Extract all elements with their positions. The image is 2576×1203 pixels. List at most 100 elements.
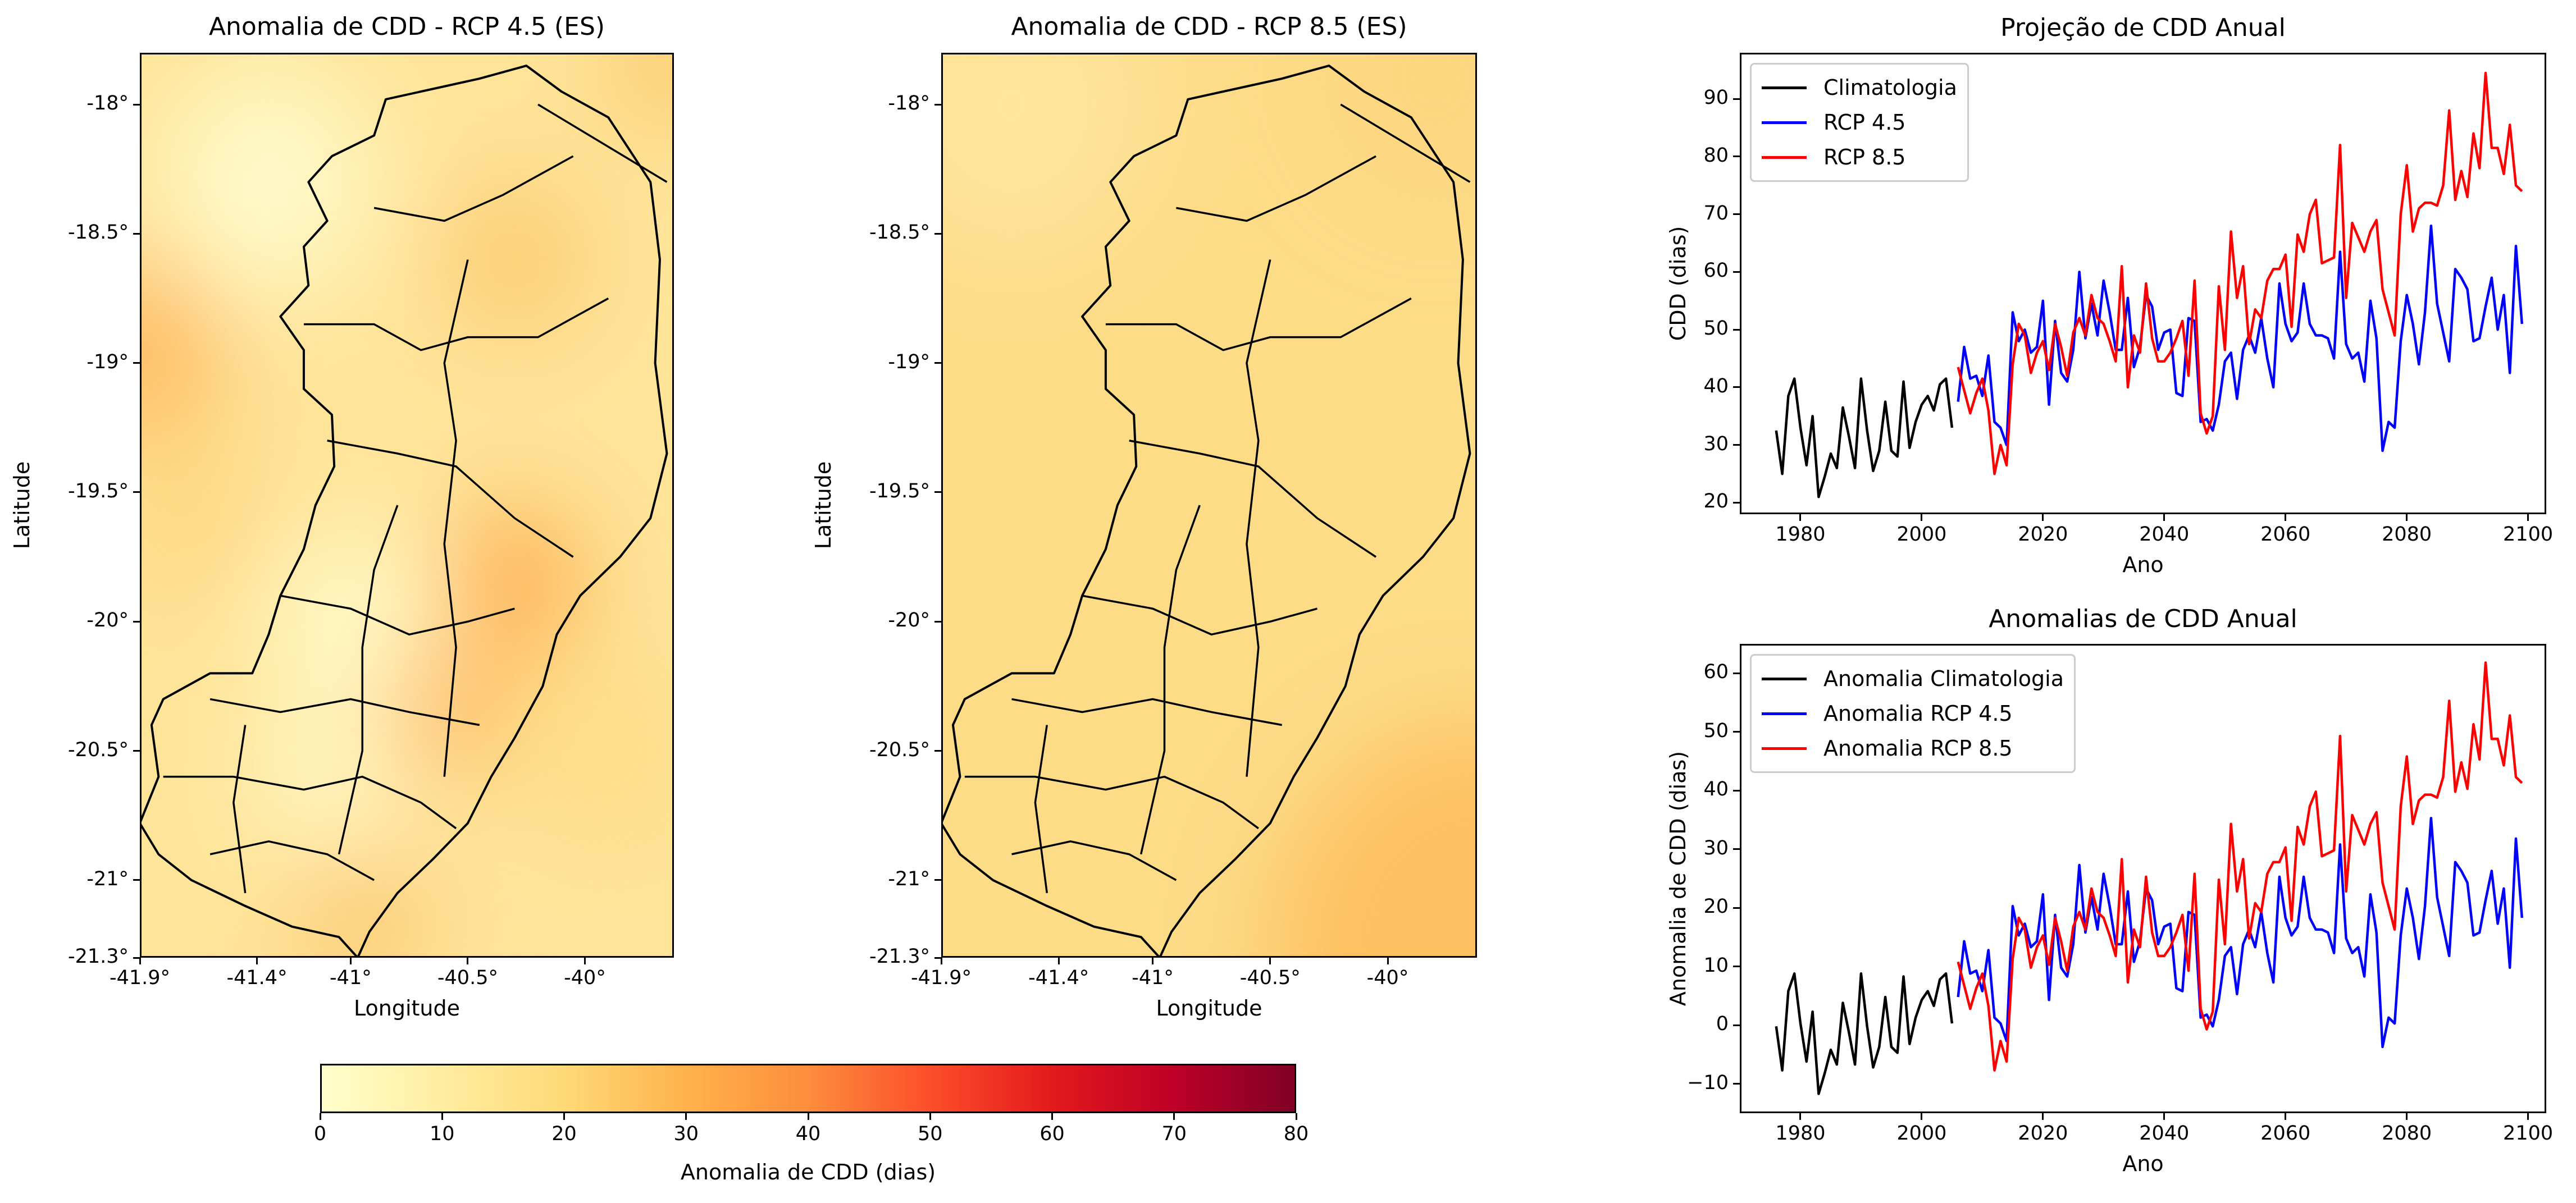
x-tick-mark [1269,958,1271,964]
y-tick-mark [1733,155,1740,158]
plot-area [1740,644,2546,1113]
y-tick-label: -19° [86,350,129,373]
municipality-boundary [964,775,1259,830]
colorbar-tick-label: 70 [1161,1123,1187,1145]
map-axes [58,1,726,984]
series-line-rcp-8-5 [1957,71,2523,475]
colorbar-tick-mark [1173,1113,1175,1120]
series-line-anomalia-rcp-4-5 [1957,817,2524,1049]
y-tick-mark [1733,672,1740,674]
legend-swatch [1762,677,1807,680]
legend-item: Anomalia RCP 4.5 [1762,696,2064,731]
x-tick-mark [2406,1113,2408,1120]
x-tick-mark [1799,1113,1802,1120]
y-tick-label: 70 [1703,202,1729,225]
x-tick-label: -41.4° [1028,967,1089,989]
state-boundary [940,65,1471,959]
x-tick-mark [2042,1113,2044,1120]
municipality-boundary [1139,505,1201,855]
series-line-climatologia [1775,377,1954,498]
municipality-boundary [209,698,480,726]
y-tick-label: 60 [1703,259,1729,282]
x-tick-label: 1980 [1775,523,1826,546]
y-tick-label: 30 [1703,836,1729,859]
legend-label: RCP 4.5 [1823,110,1906,135]
y-tick-label: -21° [86,867,129,890]
colorbar-tick-mark [807,1113,809,1120]
y-axis-label: CDD (dias) [1666,226,1690,341]
y-tick-mark [133,879,140,881]
x-tick-label: 2020 [2018,1122,2068,1145]
y-tick-label: 50 [1703,317,1729,340]
y-tick-mark [934,232,941,235]
plot-area [1740,53,2546,514]
y-tick-mark [1733,966,1740,968]
colorbar-tick-mark [685,1113,687,1120]
x-tick-mark [256,958,258,964]
chart-title: Projeção de CDD Anual [2000,13,2286,42]
y-tick-label: 40 [1703,778,1729,801]
heatmap-region [444,505,585,661]
legend-item: Climatologia [1762,70,1957,105]
legend-swatch [1762,712,1807,715]
colorbar-tick-label: 0 [313,1123,327,1145]
municipality-boundary [1082,594,1317,636]
plot-svg [1740,644,2546,1113]
y-tick-label: -19° [888,350,930,373]
x-tick-mark [2285,1113,2287,1120]
x-tick-label: -41.4° [226,967,288,989]
y-axis-label: Anomalia de CDD (dias) [1666,751,1690,1007]
x-axis-label: Ano [2122,552,2164,577]
municipality-boundary [327,440,574,558]
legend-item: Anomalia Climatologia [1762,661,2064,696]
colorbar-tick-label: 20 [551,1123,577,1145]
y-tick-mark [934,362,941,364]
heatmap-region [303,854,421,984]
colorbar-tick-mark [319,1113,321,1120]
y-tick-label: −10 [1687,1071,1729,1094]
y-tick-mark [1733,1083,1740,1085]
x-tick-mark [1921,1113,1923,1120]
y-tick-mark [1733,328,1740,331]
colorbar-tick-mark [929,1113,931,1120]
y-tick-label: -19.5° [67,479,129,502]
x-tick-mark [2406,514,2408,521]
state-boundary [139,65,668,959]
municipality-boundary [537,103,668,183]
series-line-rcp-4-5 [1957,225,2524,452]
legend-swatch [1762,747,1807,750]
x-tick-mark [1152,958,1154,964]
map-heatmap [58,1,726,984]
x-tick-mark [2042,514,2044,521]
x-tick-label: 2060 [2260,1122,2311,1145]
x-axis-label: Longitude [1156,996,1262,1021]
chart-title: Anomalias de CDD Anual [1989,605,2297,633]
heatmap-region [268,531,433,712]
x-axis-label: Longitude [354,996,460,1021]
x-tick-mark [2285,514,2287,521]
map-frame [140,53,674,958]
y-tick-mark [1733,98,1740,100]
y-tick-mark [934,491,941,493]
y-tick-mark [1733,731,1740,733]
legend-item: RCP 8.5 [1762,140,1957,175]
legend-swatch [1762,86,1807,89]
municipality-boundary [1340,103,1471,183]
y-tick-label: 20 [1703,490,1729,513]
x-tick-mark [2163,1113,2165,1120]
series-line-anomalia-climatologia [1775,972,1954,1095]
x-tick-label: 2080 [2382,1122,2432,1145]
colorbar-tick-label: 60 [1039,1123,1065,1145]
y-tick-label: 60 [1703,661,1729,684]
x-tick-label: 1980 [1775,1122,1826,1145]
legend-label: RCP 8.5 [1823,145,1906,170]
y-tick-label: 90 [1703,86,1729,109]
heatmap-region [444,182,585,337]
legend-swatch [1762,121,1807,124]
x-tick-mark [1799,514,1802,521]
heatmap-region [104,427,269,609]
y-tick-mark [934,879,941,881]
x-tick-label: 2020 [2018,523,2068,546]
heatmap-region [257,699,398,854]
colorbar-tick-mark [1051,1113,1053,1120]
